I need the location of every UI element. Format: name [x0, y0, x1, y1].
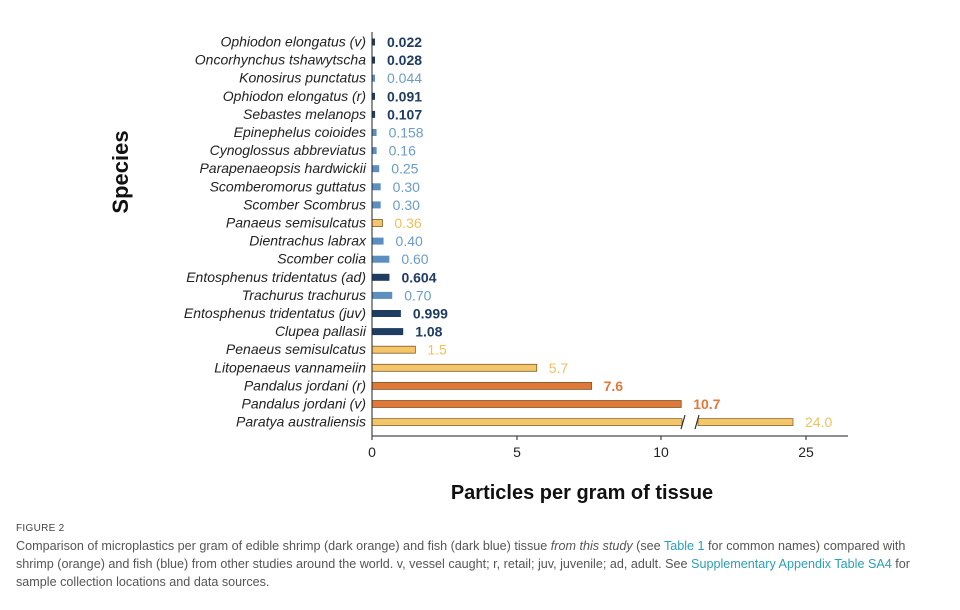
value-label-clupea-pallasii: 1.08: [415, 324, 442, 340]
value-label-parapenaeopsis-hardwickii: 0.25: [391, 161, 418, 177]
category-label-scomberomorus-guttatus: Scomberomorus guttatus: [210, 178, 366, 194]
value-label-entosphenus-tridentatus-juv: 0.999: [413, 306, 448, 322]
bar-penaeus-semisulcatus: [371, 345, 416, 354]
bar-chart: Ophiodon elongatus (v) 0.022 Oncorhynchus …: [108, 32, 848, 504]
category-label-entosphenus-tridentatus-juv: Entosphenus tridentatus (juv): [184, 305, 366, 321]
bar-litopenaeus-vannameiin: [371, 363, 538, 372]
value-label-panaeus-semisulcatus: 0.36: [394, 215, 421, 231]
y-axis-title: Species: [108, 130, 133, 213]
category-label-konosirus-punctatus: Konosirus punctatus: [239, 70, 366, 86]
bar-dientrachus-labrax: [372, 237, 384, 245]
bar-paratya-australiensis: [371, 418, 683, 427]
value-label-pandalus-jordani-v: 10.7: [693, 396, 720, 412]
value-label-sebastes-melanops: 0.107: [387, 106, 422, 122]
bar-oncorhynchus-tshawytscha: [372, 56, 375, 64]
axis-break-mark: [694, 414, 700, 430]
caption-text-segment: Comparison of microplastics per gram of …: [16, 539, 551, 553]
axis-break-mark: [680, 414, 686, 430]
value-label-ophiodon-elongatus-v: 0.022: [387, 34, 422, 50]
bar-scomber-colia: [372, 255, 390, 263]
x-tick-label-5: 5: [513, 444, 521, 460]
value-label-scomber-scombrus: 0.30: [393, 197, 420, 213]
bar-parapenaeopsis-hardwickii: [372, 165, 380, 173]
bar-trachurus-trachurus: [372, 291, 393, 299]
bar-epinephelus-coioides: [372, 129, 377, 136]
value-label-pandalus-jordani-r: 7.6: [604, 378, 624, 394]
caption-text-segment: (see: [632, 539, 664, 553]
figure-caption: FIGURE 2 Comparison of microplastics per…: [16, 523, 946, 591]
category-label-litopenaeus-vannameiin: Litopenaeus vannameiin: [214, 359, 366, 375]
category-label-dientrachus-labrax: Dientrachus labrax: [249, 233, 367, 249]
bar-panaeus-semisulcatus: [371, 219, 383, 227]
caption-emphasis: from this study: [550, 539, 633, 553]
bar-pandalus-jordani-v: [371, 400, 682, 408]
x-tick-label-0: 0: [368, 444, 376, 460]
bar-paratya-australiensis-continued: [697, 418, 794, 427]
caption-link[interactable]: Supplementary Appendix Table SA4: [691, 557, 892, 571]
value-label-paratya-australiensis: 24.0: [805, 414, 832, 430]
caption-link[interactable]: Table 1: [663, 539, 705, 553]
bar-sebastes-melanops: [372, 110, 376, 118]
value-label-scomberomorus-guttatus: 0.30: [393, 179, 420, 195]
caption-text: Comparison of microplastics per gram of …: [16, 537, 946, 591]
category-label-ophiodon-elongatus-r: Ophiodon elongatus (r): [223, 88, 366, 104]
bar-clupea-pallasii: [372, 328, 404, 336]
caption-text-segment: for sample collection locations and data…: [16, 557, 910, 589]
category-label-paratya-australiensis: Paratya australiensis: [236, 414, 366, 430]
value-label-dientrachus-labrax: 0.40: [396, 233, 423, 249]
x-tick-label-25: 25: [798, 444, 814, 460]
labels-layer: Ophiodon elongatus (v) 0.022 Oncorhynchus …: [184, 34, 833, 431]
value-label-entosphenus-tridentatus-ad: 0.604: [401, 269, 436, 285]
bar-entosphenus-tridentatus-ad: [372, 273, 390, 281]
value-label-scomber-colia: 0.60: [401, 251, 428, 267]
bar-entosphenus-tridentatus-juv: [372, 310, 401, 317]
x-axis-title: Particles per gram of tissue: [451, 482, 713, 504]
value-label-konosirus-punctatus: 0.044: [387, 70, 422, 86]
category-label-trachurus-trachurus: Trachurus trachurus: [242, 287, 366, 303]
category-label-clupea-pallasii: Clupea pallasii: [275, 323, 367, 339]
category-label-panaeus-semisulcatus: Panaeus semisulcatus: [226, 215, 366, 231]
value-label-ophiodon-elongatus-r: 0.091: [387, 88, 422, 104]
bar-konosirus-punctatus: [372, 74, 375, 82]
value-label-litopenaeus-vannameiin: 5.7: [549, 360, 569, 376]
bar-scomberomorus-guttatus: [372, 183, 381, 191]
category-label-pandalus-jordani-r: Pandalus jordani (r): [244, 377, 366, 393]
x-tick-label-10: 10: [653, 444, 669, 460]
value-label-penaeus-semisulcatus: 1.5: [427, 342, 447, 358]
category-label-entosphenus-tridentatus-ad: Entosphenus tridentatus (ad): [186, 269, 366, 285]
category-label-penaeus-semisulcatus: Penaeus semisulcatus: [226, 341, 366, 357]
bar-ophiodon-elongatus-r: [372, 92, 375, 100]
category-label-sebastes-melanops: Sebastes melanops: [243, 106, 366, 122]
bar-ophiodon-elongatus-v: [372, 38, 375, 46]
value-label-cynoglossus-abbreviatus: 0.16: [389, 143, 416, 159]
value-label-oncorhynchus-tshawytscha: 0.028: [387, 52, 422, 68]
bars-layer: [371, 38, 794, 430]
category-label-scomber-colia: Scomber colia: [277, 251, 366, 267]
bar-cynoglossus-abbreviatus: [372, 147, 377, 155]
value-label-trachurus-trachurus: 0.70: [404, 287, 431, 303]
category-label-epinephelus-coioides: Epinephelus coioides: [234, 124, 366, 140]
bar-pandalus-jordani-r: [371, 381, 593, 390]
figure-label: FIGURE 2: [16, 523, 65, 534]
category-label-scomber-scombrus: Scomber Scombrus: [243, 196, 366, 212]
value-label-epinephelus-coioides: 0.158: [389, 125, 424, 141]
category-label-cynoglossus-abbreviatus: Cynoglossus abbreviatus: [210, 142, 366, 158]
category-label-oncorhynchus-tshawytscha: Oncorhynchus tshawytscha: [195, 52, 366, 68]
category-label-pandalus-jordani-v: Pandalus jordani (v): [241, 396, 366, 412]
caption-text-segment: for common names) compared with shrimp (…: [16, 539, 906, 571]
category-label-parapenaeopsis-hardwickii: Parapenaeopsis hardwickii: [199, 160, 366, 176]
x-ticks: 0 5 10 25: [368, 436, 814, 460]
bar-scomber-scombrus: [372, 201, 381, 209]
category-label-ophiodon-elongatus-v: Ophiodon elongatus (v): [220, 34, 366, 50]
